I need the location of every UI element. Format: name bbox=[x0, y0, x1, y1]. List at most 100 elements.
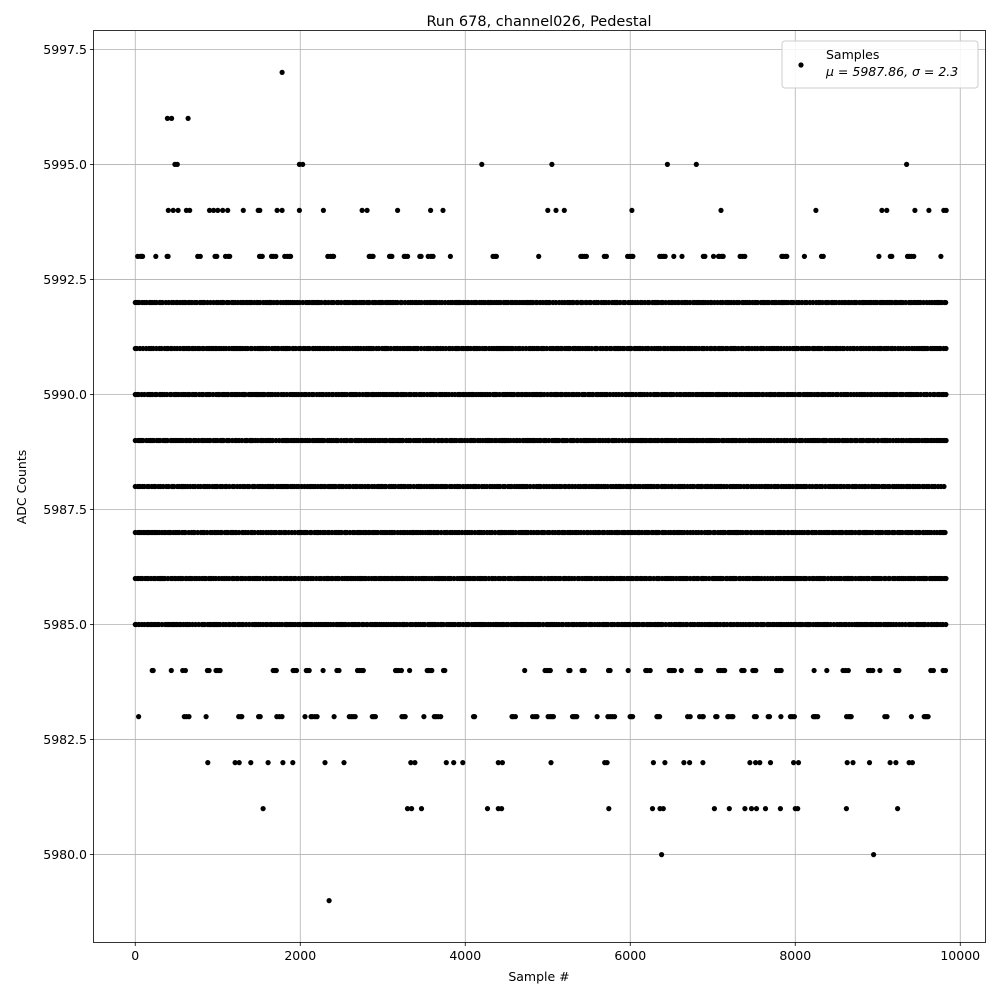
data-point bbox=[801, 253, 808, 259]
data-point bbox=[766, 714, 773, 720]
data-point bbox=[306, 667, 312, 674]
data-point bbox=[257, 714, 263, 720]
data-point bbox=[484, 806, 491, 812]
data-point bbox=[698, 667, 704, 674]
data-point bbox=[778, 667, 784, 674]
plot-frame bbox=[93, 30, 986, 943]
data-point bbox=[791, 760, 797, 766]
data-point bbox=[687, 714, 693, 720]
data-point bbox=[443, 760, 449, 766]
data-point bbox=[710, 253, 717, 259]
y-tick-label: 5997.5 bbox=[43, 42, 87, 57]
data-point bbox=[398, 667, 404, 674]
data-point bbox=[722, 667, 728, 674]
data-point bbox=[930, 667, 937, 674]
data-point bbox=[499, 760, 505, 766]
data-point bbox=[718, 207, 724, 213]
data-point bbox=[943, 299, 949, 306]
data-point bbox=[942, 529, 948, 536]
data-point bbox=[404, 806, 411, 812]
data-point bbox=[360, 667, 366, 674]
data-point bbox=[547, 667, 553, 674]
data-point bbox=[876, 253, 882, 259]
legend-stats-label: μ = 5987.86, σ = 2.3 bbox=[825, 64, 958, 79]
data-point bbox=[824, 667, 830, 674]
data-point bbox=[408, 760, 414, 766]
data-point bbox=[402, 714, 408, 720]
data-point bbox=[938, 253, 944, 259]
data-point bbox=[607, 667, 613, 674]
data-point bbox=[795, 806, 801, 812]
y-tick-label: 5992.5 bbox=[43, 272, 87, 287]
data-point bbox=[206, 667, 212, 674]
data-point bbox=[942, 667, 949, 674]
data-point bbox=[280, 760, 286, 766]
data-point bbox=[259, 253, 265, 259]
data-point bbox=[784, 253, 790, 259]
data-point bbox=[730, 714, 736, 720]
data-point bbox=[845, 667, 851, 674]
data-point bbox=[659, 852, 665, 858]
data-point bbox=[650, 760, 657, 766]
data-point bbox=[753, 667, 759, 674]
data-point bbox=[583, 253, 590, 259]
data-point bbox=[815, 714, 821, 720]
data-point bbox=[451, 760, 457, 766]
data-point bbox=[612, 714, 618, 720]
axis-ticks: 0 2000 4000 6000 8000 10000 5980.0 5982.5 5985.0… bbox=[43, 42, 980, 963]
data-point bbox=[279, 69, 285, 75]
data-point bbox=[168, 667, 174, 674]
data-point bbox=[320, 667, 326, 674]
x-tick-label: 10000 bbox=[940, 948, 980, 963]
data-point bbox=[664, 161, 671, 167]
data-point bbox=[215, 207, 221, 213]
data-point bbox=[359, 207, 365, 213]
data-point bbox=[702, 253, 708, 259]
data-point bbox=[561, 207, 567, 213]
data-point bbox=[811, 667, 817, 674]
data-point bbox=[943, 391, 949, 398]
data-point bbox=[741, 667, 747, 674]
data-point bbox=[671, 253, 677, 259]
data-point bbox=[136, 714, 142, 720]
data-point bbox=[302, 714, 308, 720]
data-point bbox=[274, 207, 280, 213]
data-point bbox=[925, 714, 931, 720]
data-point bbox=[943, 621, 949, 628]
data-point bbox=[197, 253, 203, 259]
data-point bbox=[331, 253, 337, 259]
x-tick-label: 0 bbox=[131, 948, 139, 963]
data-point bbox=[574, 714, 580, 720]
data-point bbox=[889, 253, 895, 259]
data-point bbox=[926, 207, 932, 213]
x-tick-label: 2000 bbox=[284, 948, 316, 963]
data-point bbox=[844, 760, 850, 766]
data-point bbox=[893, 760, 899, 766]
x-tick-label: 4000 bbox=[449, 948, 481, 963]
data-point bbox=[567, 667, 573, 674]
data-point bbox=[364, 207, 370, 213]
data-point bbox=[495, 760, 501, 766]
data-point bbox=[260, 806, 266, 812]
data-point bbox=[943, 437, 949, 444]
data-point bbox=[203, 714, 209, 720]
legend: Samples μ = 5987.86, σ = 2.3 bbox=[781, 40, 979, 89]
data-point bbox=[409, 806, 415, 812]
data-point bbox=[140, 253, 146, 259]
data-point bbox=[943, 207, 949, 213]
legend-box bbox=[781, 40, 979, 89]
data-point bbox=[871, 852, 877, 858]
data-point bbox=[293, 667, 300, 674]
data-point bbox=[681, 760, 687, 766]
data-point bbox=[175, 207, 181, 213]
y-tick-label: 5995.0 bbox=[43, 157, 87, 172]
data-point bbox=[389, 253, 395, 259]
y-axis-label: ADC Counts bbox=[14, 450, 29, 525]
data-point bbox=[791, 714, 798, 720]
data-point bbox=[290, 760, 296, 766]
y-tick-label: 5990.0 bbox=[43, 387, 87, 402]
data-point bbox=[512, 714, 519, 720]
data-point bbox=[884, 714, 890, 720]
data-point bbox=[227, 253, 233, 259]
data-point bbox=[418, 806, 425, 812]
